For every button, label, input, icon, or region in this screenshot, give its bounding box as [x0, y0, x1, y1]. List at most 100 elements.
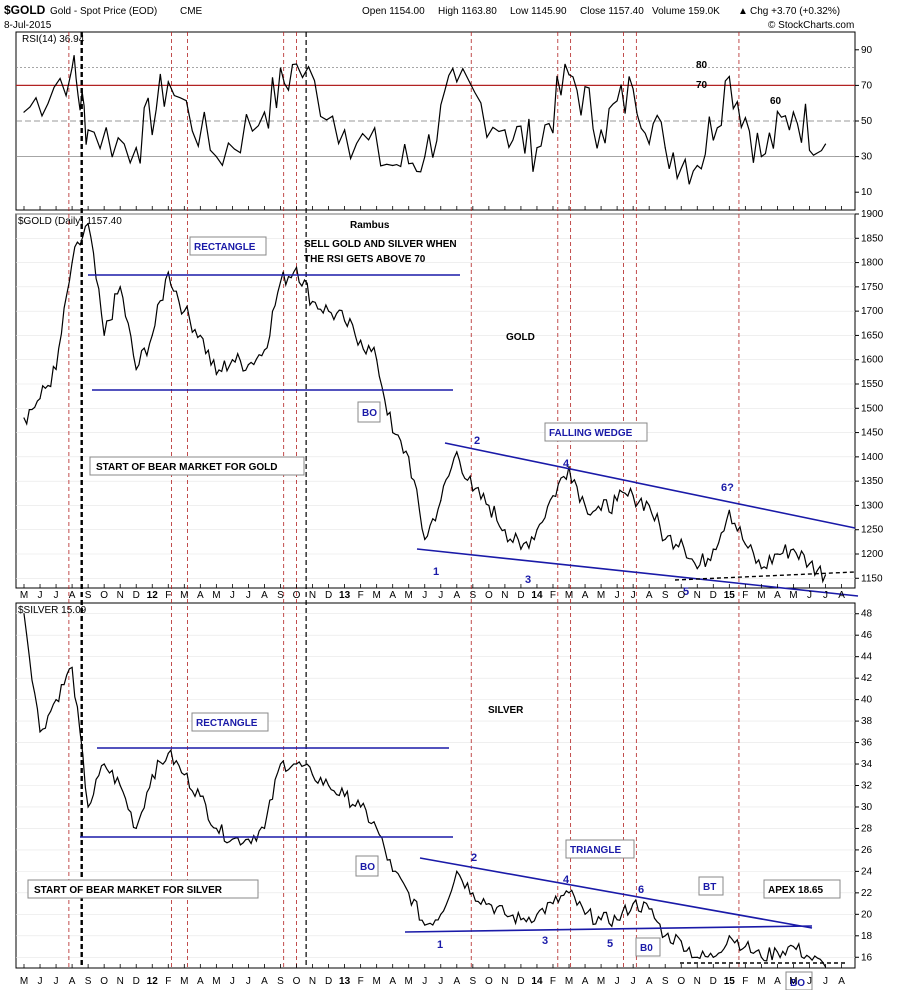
ytick-label-1-2: 1250 [861, 525, 884, 536]
xtick-label-mid-10: M [180, 590, 188, 601]
xtick-label-bottom-26: J [438, 976, 443, 987]
gold-price-line [23, 222, 827, 584]
data-point-0-14 [568, 74, 570, 76]
change-arrow-icon: ▲ [738, 6, 748, 17]
data-point-0-6 [263, 111, 266, 113]
data-point-2-0 [23, 613, 25, 615]
gold-label: GOLD [506, 332, 535, 343]
data-point-2-40 [664, 935, 666, 937]
data-point-1-1 [39, 397, 41, 400]
xtick-label-mid-27: A [453, 590, 460, 601]
ytick-label-2-11: 38 [861, 716, 873, 727]
ytick-label-1-7: 1500 [861, 403, 884, 414]
low-label: Low 1145.90 [510, 6, 567, 17]
ytick-label-2-2: 20 [861, 909, 873, 920]
xtick-label-bottom-6: N [117, 976, 124, 987]
data-point-1-28 [472, 490, 474, 492]
data-point-1-21 [360, 339, 362, 341]
data-point-0-19 [728, 75, 730, 78]
silver-triangle-bottom [404, 925, 813, 933]
xtick-label-bottom-5: O [100, 976, 108, 987]
ytick-label-2-5: 26 [861, 845, 873, 856]
xtick-label-bottom-42: N [694, 976, 701, 987]
data-point-2-28 [472, 892, 474, 894]
data-point-2-29 [488, 902, 490, 905]
xtick-label-mid-38: J [631, 590, 636, 601]
xtick-label-bottom-35: A [582, 976, 589, 987]
xtick-label-mid-17: O [293, 590, 301, 601]
data-point-2-48 [792, 945, 795, 948]
data-point-2-16 [279, 763, 282, 765]
silver-bo-label: BO [360, 862, 375, 873]
ytick-label-1-13: 1800 [861, 258, 884, 269]
xtick-label-mid-51: A [838, 590, 845, 601]
xtick-label-bottom-12: M [212, 976, 220, 987]
xtick-label-mid-16: S [277, 590, 284, 601]
data-point-0-17 [664, 147, 666, 149]
xtick-label-mid-39: A [646, 590, 653, 601]
xtick-label-mid-8: 12 [147, 590, 159, 601]
xtick-label-mid-5: O [100, 590, 108, 601]
xtick-label-mid-2: J [54, 590, 59, 601]
xtick-label-mid-24: M [405, 590, 413, 601]
xtick-label-mid-32: 14 [531, 590, 543, 601]
ytick-label-1-11: 1700 [861, 306, 884, 317]
data-point-2-5 [103, 763, 105, 765]
panel-frame-1 [15, 213, 856, 589]
xtick-label-mid-44: 15 [724, 590, 736, 601]
data-point-1-13 [231, 359, 233, 361]
silver-bo2-label: BO [790, 978, 805, 989]
ytick-label-1-14: 1850 [861, 233, 884, 244]
data-point-2-10 [183, 774, 185, 776]
data-point-2-21 [360, 806, 362, 808]
ytick-label-2-9: 34 [861, 759, 873, 770]
data-point-2-1 [39, 731, 41, 733]
data-point-1-0 [23, 417, 25, 419]
xtick-label-bottom-48: M [789, 976, 797, 987]
data-point-2-23 [392, 870, 394, 872]
xtick-label-bottom-7: D [133, 976, 140, 987]
xtick-label-bottom-30: N [501, 976, 508, 987]
ytick-label-0-4: 90 [861, 45, 873, 56]
data-point-0-13 [536, 147, 538, 149]
data-point-1-36 [600, 509, 602, 511]
xtick-label-bottom-17: O [293, 976, 301, 987]
gold-point-3: 4 [563, 458, 570, 470]
xtick-label-mid-12: M [212, 590, 220, 601]
data-point-2-34 [568, 892, 570, 894]
xtick-label-bottom-20: 13 [339, 976, 351, 987]
ytick-label-2-10: 36 [861, 738, 873, 749]
rambus-label: Rambus [350, 220, 390, 231]
data-point-1-32 [536, 529, 538, 531]
data-point-2-13 [231, 838, 233, 840]
xtick-label-bottom-2: J [54, 976, 59, 987]
data-point-1-50 [824, 574, 827, 576]
gold-bo-label: BO [362, 408, 377, 419]
silver-point-5: 6 [638, 884, 644, 896]
xtick-label-mid-40: S [662, 590, 669, 601]
ytick-label-2-1: 18 [861, 931, 873, 942]
data-point-2-41 [680, 940, 682, 942]
xtick-label-bottom-24: M [405, 976, 413, 987]
silver-bo2-box [785, 971, 813, 990]
xtick-label-mid-42: N [694, 590, 701, 601]
close-label: Close 1157.40 [580, 6, 644, 17]
panel-title-0: RSI(14) 36.94 [22, 34, 85, 45]
data-point-0-3 [135, 147, 137, 149]
data-point-2-37 [616, 919, 618, 921]
ytick-label-2-7: 30 [861, 802, 873, 813]
ytick-label-1-5: 1400 [861, 452, 884, 463]
data-point-0-0 [23, 111, 25, 113]
xtick-label-bottom-45: F [742, 976, 748, 987]
xtick-label-mid-47: A [774, 590, 781, 601]
ytick-label-2-12: 40 [861, 695, 873, 706]
data-point-1-31 [520, 548, 522, 550]
data-point-2-47 [776, 951, 779, 953]
ytick-label-0-2: 50 [861, 116, 873, 127]
data-point-1-16 [279, 281, 282, 283]
ytick-label-2-14: 44 [861, 652, 873, 663]
xtick-label-mid-3: A [69, 590, 76, 601]
ytick-label-2-8: 32 [861, 781, 873, 792]
ytick-label-2-13: 42 [861, 673, 873, 684]
data-point-2-44 [728, 935, 730, 937]
